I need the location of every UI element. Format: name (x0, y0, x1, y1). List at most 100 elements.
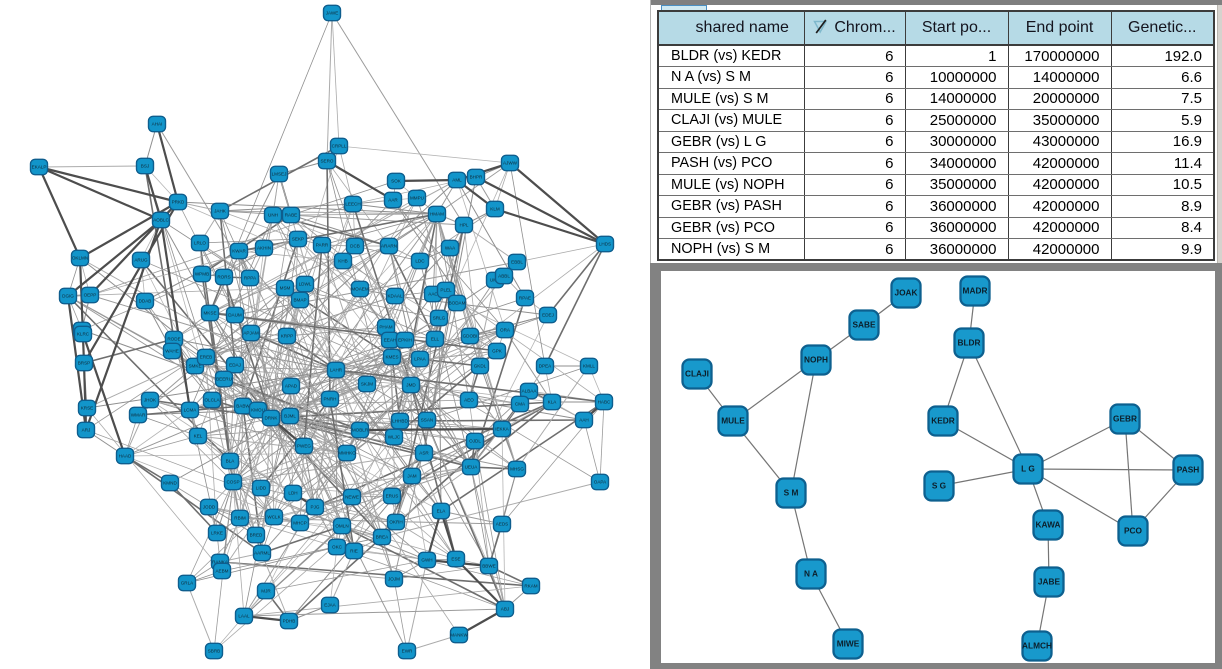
svg-text:OEPP: OEPP (84, 293, 97, 298)
svg-text:PWEG: PWEG (297, 444, 311, 449)
svg-text:SERO: SERO (320, 159, 333, 164)
svg-text:KLM: KLM (490, 207, 500, 212)
svg-text:ARJ: ARJ (82, 428, 91, 433)
svg-text:MHSG: MHSG (510, 467, 524, 472)
svg-text:LPAA: LPAA (414, 357, 426, 362)
svg-text:OAPA: OAPA (594, 480, 607, 485)
svg-text:BMAP: BMAP (293, 298, 306, 303)
svg-text:KWAR: KWAR (232, 249, 246, 254)
svg-text:JOJM: JOJM (388, 577, 400, 582)
svg-text:WAA: WAA (445, 246, 456, 251)
svg-text:LDH: LDH (288, 491, 297, 496)
svg-text:WAHE: WAHE (165, 349, 179, 354)
svg-text:OKC: OKC (332, 545, 343, 550)
svg-text:LDC: LDC (415, 259, 425, 264)
svg-text:AOBLC: AOBLC (153, 218, 169, 223)
svg-text:NOPH: NOPH (804, 355, 828, 365)
svg-text:KLA: KLA (548, 400, 558, 405)
svg-text:LCMA: LCMA (184, 408, 198, 413)
svg-text:GPK: GPK (492, 349, 503, 354)
svg-text:GKDL: GKDL (474, 364, 487, 369)
svg-text:LHDS: LHDS (599, 242, 611, 247)
svg-text:JMD: JMD (406, 383, 416, 388)
svg-text:GEBR: GEBR (1113, 414, 1137, 424)
svg-text:MHCP: MHCP (293, 521, 307, 526)
svg-text:BBWE: BBWE (482, 564, 496, 569)
svg-text:L G: L G (1021, 464, 1035, 474)
svg-text:DPEA: DPEA (539, 364, 552, 369)
svg-text:AARML: AARML (254, 551, 270, 556)
svg-text:SABE: SABE (852, 320, 876, 330)
svg-text:KMOU: KMOU (251, 408, 265, 413)
svg-text:KRPP: KRPP (281, 334, 294, 339)
svg-text:DCB: DCB (350, 244, 360, 249)
svg-text:GRLA: GRLA (181, 581, 194, 586)
svg-text:PJG: PJG (311, 505, 320, 510)
svg-text:GWH: GWH (421, 558, 432, 563)
svg-text:SBRB: SBRB (208, 649, 221, 654)
svg-text:LIDD: LIDD (256, 486, 267, 491)
svg-text:JHOK: JHOK (144, 398, 157, 403)
svg-text:AAR: AAR (388, 198, 398, 203)
svg-text:KHB: KHB (338, 259, 347, 264)
svg-text:BODAM: BODAM (449, 301, 466, 306)
svg-text:BRSP: BRSP (78, 361, 91, 366)
svg-text:MKSE: MKSE (203, 311, 216, 316)
svg-text:BLDR: BLDR (957, 338, 980, 348)
svg-text:RODE: RODE (167, 337, 180, 342)
svg-text:ASR: ASR (419, 451, 429, 456)
svg-text:PHAM: PHAM (379, 325, 392, 330)
svg-text:LRLO: LRLO (194, 241, 206, 246)
svg-text:EKALP: EKALP (32, 165, 47, 170)
svg-text:ARARN: ARARN (381, 244, 397, 249)
svg-text:NEWE: NEWE (345, 495, 359, 500)
svg-text:OKRH: OKRH (389, 520, 402, 525)
svg-text:PNRH: PNRH (323, 397, 336, 402)
svg-text:RORS: RORS (217, 275, 230, 280)
svg-text:SOK: SOK (391, 179, 402, 184)
svg-text:LAHR: LAHR (330, 368, 343, 373)
svg-text:AEDS: AEDS (496, 522, 509, 527)
svg-text:ALMCH: ALMCH (1022, 641, 1052, 651)
svg-text:S G: S G (932, 481, 946, 491)
svg-text:KLRC: KLRC (77, 332, 90, 337)
svg-text:KDAAL: KDAAL (387, 294, 403, 299)
svg-text:AAH: AAH (579, 418, 588, 423)
svg-text:LMSEJ: LMSEJ (272, 172, 287, 177)
svg-text:SEKP: SEKP (292, 237, 304, 242)
svg-text:JAM: JAM (407, 474, 416, 479)
svg-text:WMAR: WMAR (131, 413, 146, 418)
svg-text:CLAJI: CLAJI (685, 369, 709, 379)
svg-text:KAWA: KAWA (1036, 520, 1061, 530)
svg-text:BSJ: BSJ (141, 164, 149, 169)
svg-text:SSAN: SSAN (421, 418, 434, 423)
svg-text:IEKKA: IEKKA (495, 427, 509, 432)
svg-text:MSM: MSM (280, 286, 291, 291)
svg-text:ABBL: ABBL (498, 274, 510, 279)
svg-text:EPKIH: EPKIH (398, 338, 412, 343)
svg-text:OMLN: OMLN (335, 524, 348, 529)
svg-text:EDAJ: EDAJ (229, 363, 241, 368)
svg-text:EBBL: EBBL (511, 260, 523, 265)
svg-text:MADR: MADR (963, 286, 988, 296)
svg-text:JAWE: JAWE (326, 11, 339, 16)
svg-text:DDAB: DDAB (139, 299, 152, 304)
svg-text:MANKW: MANKW (450, 633, 468, 638)
svg-text:APJAM: APJAM (243, 331, 258, 336)
svg-text:GDOBI: GDOBI (463, 334, 478, 339)
svg-text:ELL: ELL (431, 337, 440, 342)
svg-text:SRLG: SRLG (433, 316, 446, 321)
svg-text:PLEL: PLEL (440, 288, 452, 293)
svg-text:BHPR: BHPR (470, 175, 483, 180)
svg-text:DGIG: DGIG (62, 294, 74, 299)
svg-text:HPL: HPL (460, 223, 469, 228)
svg-text:AML: AML (452, 178, 462, 183)
svg-text:JAHK: JAHK (214, 209, 227, 214)
svg-text:EJAA: EJAA (324, 603, 336, 608)
svg-text:LRKE: LRKE (211, 531, 223, 536)
svg-text:DRNK: DRNK (264, 416, 278, 421)
svg-text:CRPLL: CRPLL (332, 144, 347, 149)
svg-text:ESE: ESE (451, 557, 460, 562)
svg-text:BRED: BRED (250, 533, 263, 538)
svg-text:HAAD: HAAD (119, 454, 132, 459)
